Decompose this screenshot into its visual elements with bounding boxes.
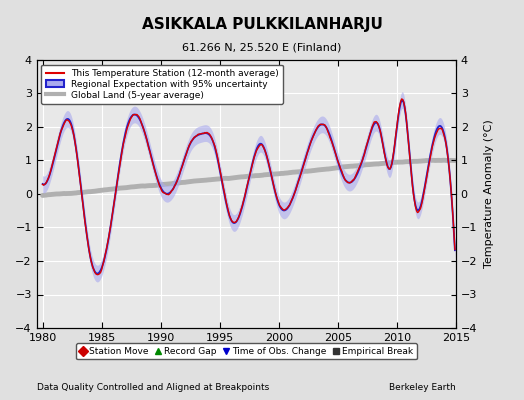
Legend: This Temperature Station (12-month average), Regional Expectation with 95% uncer: This Temperature Station (12-month avera… <box>41 64 283 104</box>
Y-axis label: Temperature Anomaly (°C): Temperature Anomaly (°C) <box>484 120 494 268</box>
Text: ASIKKALA PULKKILANHARJU: ASIKKALA PULKKILANHARJU <box>141 16 383 32</box>
Text: Data Quality Controlled and Aligned at Breakpoints: Data Quality Controlled and Aligned at B… <box>37 383 269 392</box>
Text: Berkeley Earth: Berkeley Earth <box>389 383 456 392</box>
Legend: Station Move, Record Gap, Time of Obs. Change, Empirical Break: Station Move, Record Gap, Time of Obs. C… <box>76 343 417 360</box>
Text: 61.266 N, 25.520 E (Finland): 61.266 N, 25.520 E (Finland) <box>182 43 342 53</box>
